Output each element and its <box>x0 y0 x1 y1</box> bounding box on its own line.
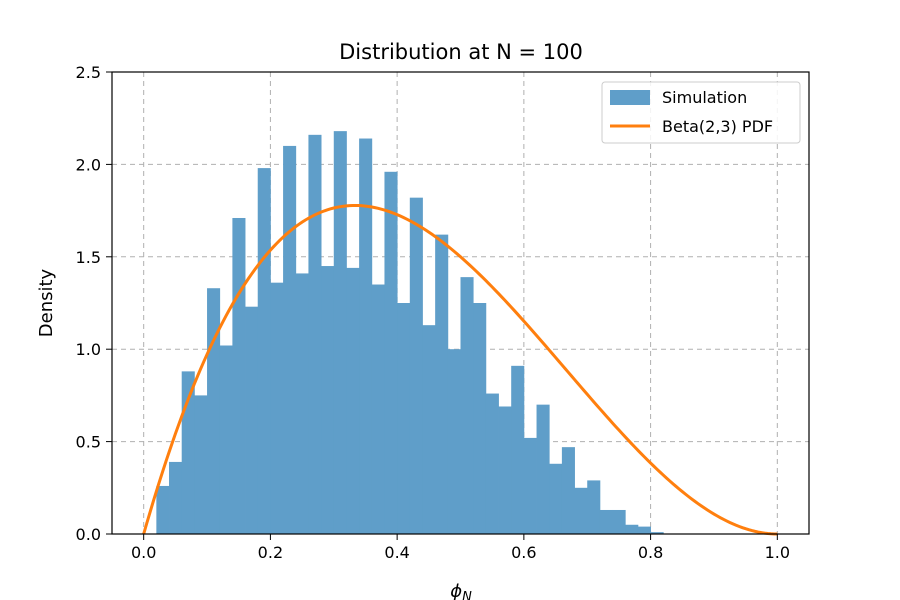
beta-pdf-line <box>142 203 778 536</box>
legend-beta-label: Beta(2,3) PDF <box>662 117 773 136</box>
y-tick-label: 1.0 <box>76 340 101 359</box>
histogram-bar <box>371 284 385 534</box>
chart-title: Distribution at N = 100 <box>339 40 583 64</box>
histogram-bar <box>637 526 651 534</box>
histogram-bar <box>397 303 411 534</box>
histogram-bar <box>346 267 360 534</box>
histogram-bar <box>232 217 246 534</box>
histogram-bar <box>523 437 537 534</box>
y-tick-label: 1.5 <box>76 248 101 267</box>
histogram-bar <box>650 532 664 534</box>
y-tick-label: 2.5 <box>76 63 101 82</box>
histogram-bar <box>536 404 550 534</box>
y-tick-label: 0.5 <box>76 433 101 452</box>
histogram-bar <box>625 524 639 534</box>
histogram-bar <box>599 509 613 534</box>
histogram-bar <box>283 145 297 535</box>
histogram-bar <box>409 197 423 534</box>
histogram-bar <box>333 131 347 535</box>
legend-simulation-label: Simulation <box>662 88 747 107</box>
plot-frame <box>111 71 810 535</box>
x-tick-label: 0.6 <box>511 543 536 562</box>
histogram-bar <box>384 171 398 535</box>
histogram-bar <box>270 282 284 534</box>
histogram-bar <box>612 509 626 534</box>
x-axis-label-sub: N <box>462 590 472 600</box>
y-axis-ticks: 0.0 0.5 1.0 1.5 2.0 2.5 <box>76 63 112 544</box>
histogram-bar <box>447 349 461 534</box>
histogram-bar <box>359 138 373 534</box>
histogram-bar <box>422 325 436 534</box>
x-tick-label: 0.0 <box>131 543 156 562</box>
legend-box <box>601 81 801 144</box>
histogram-bar <box>435 234 449 534</box>
x-tick-label: 0.4 <box>384 543 409 562</box>
histogram-bar <box>321 266 335 534</box>
histogram-bar <box>257 168 271 534</box>
histogram-bar <box>219 345 233 534</box>
x-axis-ticks: 0.0 0.2 0.4 0.6 0.8 1.0 <box>131 534 790 562</box>
x-tick-label: 0.2 <box>258 543 283 562</box>
histogram-bar <box>574 487 588 534</box>
histogram-bar <box>156 485 170 534</box>
histogram-bar <box>561 447 575 534</box>
histogram-bar <box>473 303 487 534</box>
histogram-bar <box>511 365 525 534</box>
y-axis-label: Density <box>36 268 57 337</box>
histogram-bar <box>169 461 183 534</box>
histogram-bar <box>207 288 221 534</box>
x-axis-label-base: ϕ <box>450 581 462 600</box>
legend-simulation-swatch <box>610 90 650 105</box>
y-tick-label: 0.0 <box>76 525 101 544</box>
x-axis-label: ϕN <box>450 581 472 600</box>
histogram-bar <box>295 273 309 534</box>
histogram-bar <box>485 393 499 534</box>
histogram-bar <box>194 395 208 534</box>
x-tick-label: 0.8 <box>638 543 663 562</box>
histogram-bar <box>587 480 601 534</box>
histogram-bar <box>245 306 259 534</box>
x-tick-label: 1.0 <box>765 543 790 562</box>
legend: Simulation Beta(2,3) PDF <box>601 81 801 144</box>
histogram-bar <box>549 463 563 534</box>
histogram-bar <box>181 371 195 534</box>
histogram-bar <box>460 277 474 534</box>
y-tick-label: 2.0 <box>76 155 101 174</box>
histogram-bar <box>498 406 512 534</box>
histogram-bar <box>308 134 322 534</box>
